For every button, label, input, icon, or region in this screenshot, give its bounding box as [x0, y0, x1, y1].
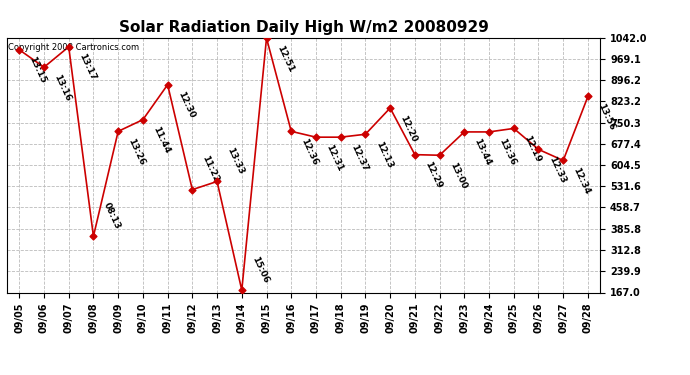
- Point: [187, 187, 198, 193]
- Point: [88, 233, 99, 239]
- Point: [533, 146, 544, 152]
- Point: [335, 134, 346, 140]
- Point: [39, 64, 50, 70]
- Point: [409, 152, 420, 157]
- Text: Copyright 2008 Cartronics.com: Copyright 2008 Cartronics.com: [8, 43, 139, 52]
- Text: 12:31: 12:31: [324, 143, 344, 172]
- Point: [212, 178, 223, 184]
- Point: [459, 129, 470, 135]
- Text: 12:20: 12:20: [398, 114, 419, 143]
- Point: [112, 128, 124, 134]
- Point: [137, 117, 148, 123]
- Title: Solar Radiation Daily High W/m2 20080929: Solar Radiation Daily High W/m2 20080929: [119, 20, 489, 35]
- Point: [310, 134, 322, 140]
- Point: [384, 105, 395, 111]
- Point: [509, 125, 520, 131]
- Text: 11:22: 11:22: [201, 154, 221, 184]
- Text: 13:17: 13:17: [77, 53, 97, 82]
- Text: 13:36: 13:36: [497, 138, 518, 167]
- Point: [434, 152, 445, 158]
- Text: 12:36: 12:36: [299, 137, 320, 166]
- Text: 12:51: 12:51: [275, 44, 295, 74]
- Text: 13:16: 13:16: [52, 73, 72, 102]
- Text: 13:26: 13:26: [126, 137, 147, 166]
- Text: 08:13: 08:13: [101, 201, 122, 231]
- Text: 13:00: 13:00: [448, 161, 468, 190]
- Point: [582, 93, 593, 99]
- Text: 11:44: 11:44: [151, 125, 172, 155]
- Point: [261, 35, 272, 41]
- Point: [236, 287, 247, 293]
- Point: [162, 82, 173, 88]
- Text: 13:56: 13:56: [596, 102, 617, 132]
- Text: 12:33: 12:33: [546, 155, 567, 185]
- Point: [558, 158, 569, 164]
- Point: [14, 47, 25, 53]
- Text: 12:29: 12:29: [423, 160, 444, 190]
- Text: 15:06: 15:06: [250, 255, 270, 285]
- Text: 13:44: 13:44: [473, 138, 493, 168]
- Point: [360, 131, 371, 137]
- Point: [286, 128, 297, 134]
- Text: 12:19: 12:19: [522, 134, 542, 164]
- Point: [484, 129, 495, 135]
- Point: [63, 44, 75, 50]
- Text: 12:13: 12:13: [374, 140, 394, 170]
- Text: 12:34: 12:34: [571, 166, 592, 196]
- Text: 12:37: 12:37: [349, 143, 369, 172]
- Text: 13:15: 13:15: [28, 55, 48, 85]
- Text: 12:30: 12:30: [176, 90, 196, 120]
- Text: 13:33: 13:33: [226, 146, 246, 176]
